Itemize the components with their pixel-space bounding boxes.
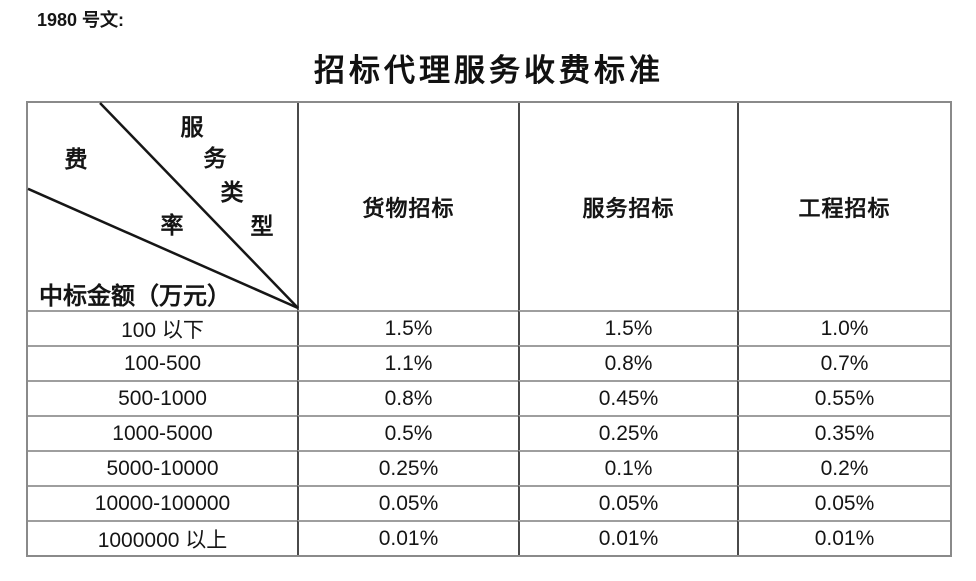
column-header-works-bidding: 工程招标 [737,103,950,310]
rate-cell: 0.7% [737,345,950,380]
amount-range-cell: 10000-100000 [28,485,297,520]
corner-service-type-char-4: 型 [250,214,274,239]
rate-cell: 0.05% [737,485,950,520]
rate-cell: 0.05% [297,485,518,520]
fee-table: 服 费 务 类 率 型 中标金额（万元） 货物招标 服务招标 工程招标 100 … [26,101,952,557]
rate-cell: 0.1% [518,450,737,485]
rate-cell: 0.2% [737,450,950,485]
rate-cell: 0.55% [737,380,950,415]
rate-cell: 0.01% [297,520,518,555]
rate-cell: 0.25% [297,450,518,485]
amount-range-cell: 1000000 以上 [28,520,297,555]
rate-cell: 0.05% [518,485,737,520]
rate-cell: 0.25% [518,415,737,450]
rate-cell: 0.5% [297,415,518,450]
amount-range-cell: 100-500 [28,345,297,380]
amount-range-cell: 500-1000 [28,380,297,415]
rate-cell: 0.01% [737,520,950,555]
amount-range-cell: 5000-10000 [28,450,297,485]
rate-cell: 0.35% [737,415,950,450]
page-title: 招标代理服务收费标准 [314,53,664,88]
corner-fee-rate-char-2: 率 [160,213,184,238]
diagonal-divider-lines [27,102,299,310]
table-corner-cell: 服 费 务 类 率 型 中标金额（万元） [27,102,299,310]
corner-service-type-char-3: 类 [220,180,244,205]
column-header-goods-bidding: 货物招标 [297,103,518,310]
rate-cell: 1.5% [297,310,518,345]
column-header-services-bidding: 服务招标 [518,103,737,310]
corner-service-type-char-1: 服 [180,115,204,140]
rate-cell: 1.5% [518,310,737,345]
rate-cell: 0.8% [297,380,518,415]
corner-service-type-char-2: 务 [203,146,227,171]
corner-fee-rate-char-1: 费 [64,147,88,172]
amount-range-cell: 100 以下 [28,310,297,345]
row-axis-label: 中标金额（万元） [39,284,231,310]
amount-range-cell: 1000-5000 [28,415,297,450]
rate-cell: 0.01% [518,520,737,555]
rate-cell: 1.1% [297,345,518,380]
rate-cell: 1.0% [737,310,950,345]
rate-cell: 0.8% [518,345,737,380]
rate-cell: 0.45% [518,380,737,415]
doc-ref-label: 1980 号文: [37,10,125,30]
